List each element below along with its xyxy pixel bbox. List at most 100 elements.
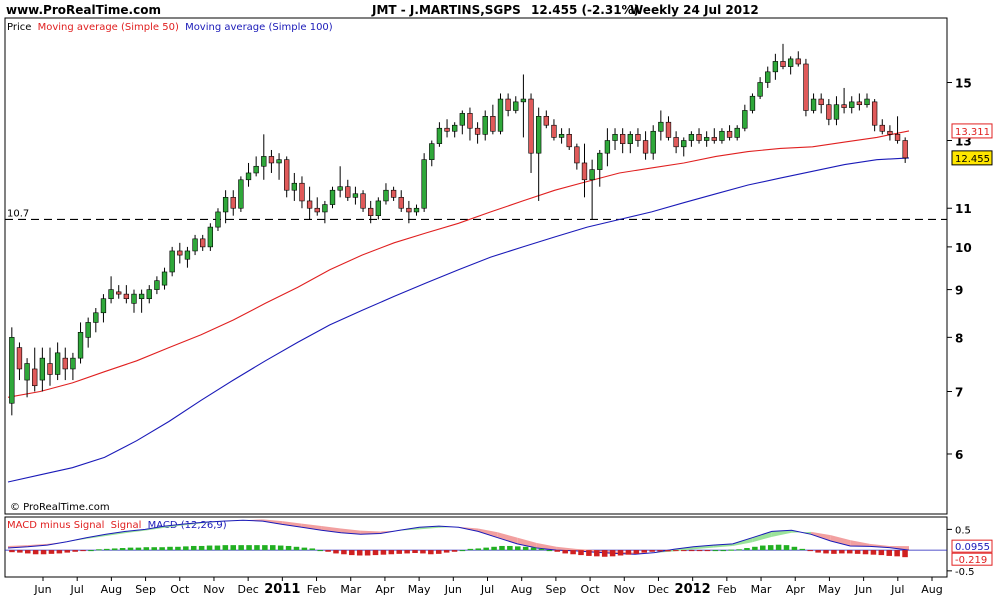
candle-up xyxy=(154,280,160,290)
hist-bar-pos xyxy=(467,548,474,551)
signal-fill xyxy=(478,528,498,538)
hist-bar-neg xyxy=(704,550,711,552)
candle-up xyxy=(589,169,595,181)
hist-bar-neg xyxy=(617,550,624,556)
x-tick-label: Jun xyxy=(444,583,462,596)
hist-bar-neg xyxy=(333,550,339,554)
candle-down xyxy=(16,347,23,370)
candle-up xyxy=(352,193,359,198)
candle-down xyxy=(444,127,450,132)
candle-down xyxy=(299,182,305,202)
candle-down xyxy=(200,238,206,248)
candle-up xyxy=(734,127,740,138)
hist-bar-neg xyxy=(696,550,703,552)
candle-up xyxy=(833,104,840,120)
x-tick-label: Nov xyxy=(203,583,225,596)
candle-up xyxy=(184,250,191,260)
hist-bar-neg xyxy=(831,550,837,554)
candle-down xyxy=(528,98,534,154)
hist-bar-pos xyxy=(111,548,118,551)
candle-up xyxy=(719,130,725,141)
candle-down xyxy=(871,101,878,126)
candle-up xyxy=(421,159,427,209)
candle-up xyxy=(276,159,282,164)
hist-bar-neg xyxy=(562,550,568,554)
candle-down xyxy=(642,140,649,154)
candle-up xyxy=(108,289,114,300)
hist-bar-neg xyxy=(673,550,679,552)
candle-up xyxy=(497,98,504,132)
signal-fill xyxy=(850,540,870,547)
x-tick-label: Apr xyxy=(786,583,806,596)
candle-down xyxy=(566,134,572,148)
macd-layer xyxy=(5,519,947,558)
candle-down xyxy=(551,124,557,138)
hist-bar-neg xyxy=(72,550,78,552)
hist-bar-neg xyxy=(451,550,458,552)
price-ytick-label: 7 xyxy=(955,385,963,399)
candle-down xyxy=(711,137,717,141)
candle-up xyxy=(520,98,527,103)
hist-bar-pos xyxy=(293,546,300,551)
x-tick-label: Jun xyxy=(33,583,51,596)
hist-bar-pos xyxy=(530,547,537,551)
candle-down xyxy=(345,186,351,198)
hist-bar-pos xyxy=(167,546,173,551)
candle-up xyxy=(100,298,107,314)
candle-up xyxy=(459,113,465,126)
hist-bar-neg xyxy=(878,550,885,556)
candle-up xyxy=(604,140,611,154)
candle-up xyxy=(9,337,15,404)
candle-up xyxy=(329,189,336,205)
candle-down xyxy=(894,134,901,141)
candle-up xyxy=(131,293,137,304)
signal-fill xyxy=(673,546,694,552)
candle-down xyxy=(268,156,275,164)
candle-down xyxy=(47,363,53,375)
candle-up xyxy=(765,71,771,83)
candle-up xyxy=(558,134,565,138)
x-tick-label: Feb xyxy=(307,583,326,596)
hist-bar-pos xyxy=(183,546,189,551)
hist-bar-pos xyxy=(96,549,102,551)
candle-down xyxy=(673,137,679,148)
price-layer: 10.7 xyxy=(5,43,947,483)
candle-down xyxy=(619,134,626,144)
candle-down xyxy=(306,200,313,209)
candle-down xyxy=(490,116,496,132)
hist-bar-neg xyxy=(601,550,608,557)
hist-bar-pos xyxy=(262,545,268,551)
macd-ytick-label: -0.5 xyxy=(955,567,975,578)
ma50-badge xyxy=(951,123,993,139)
hist-bar-pos xyxy=(752,546,758,551)
hist-bar-neg xyxy=(594,550,600,557)
hist-bar-pos xyxy=(254,545,260,551)
signal-fill xyxy=(301,523,322,531)
hist-bar-neg xyxy=(649,550,655,552)
hist-bar-neg xyxy=(870,550,877,555)
candle-up xyxy=(207,226,214,248)
hist-bar-neg xyxy=(435,550,442,554)
hist-bar-pos xyxy=(151,547,157,551)
hist-bar-neg xyxy=(404,550,410,554)
signal-fill xyxy=(497,532,518,544)
hist-bar-pos xyxy=(246,545,252,551)
candle-down xyxy=(879,124,885,132)
candle-up xyxy=(39,357,46,381)
hist-bar-pos xyxy=(190,545,197,551)
legend-price: Price xyxy=(7,22,31,33)
candle-down xyxy=(467,113,473,129)
candle-up xyxy=(138,293,145,300)
candle-up xyxy=(849,101,855,108)
candle-up xyxy=(245,172,252,181)
candle-up xyxy=(70,357,76,370)
hist-bar-neg xyxy=(80,550,86,552)
candle-up xyxy=(24,363,30,381)
macd-value-badge xyxy=(951,552,993,566)
signal-fill xyxy=(693,545,714,550)
hist-bar-pos xyxy=(198,545,205,551)
hist-bar-neg xyxy=(839,550,845,554)
signal-fill xyxy=(771,530,792,537)
hist-bar-pos xyxy=(728,549,734,551)
